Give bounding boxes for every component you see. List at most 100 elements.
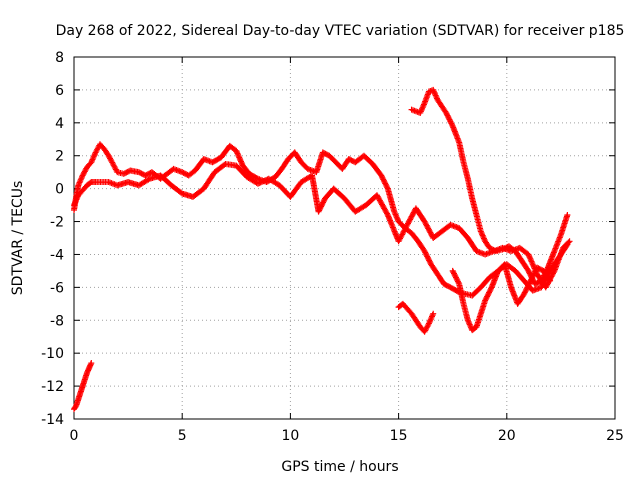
data-point <box>452 273 459 280</box>
series-3 <box>408 86 571 288</box>
x-axis-label: GPS time / hours <box>281 459 398 475</box>
y-tick-label: -8 <box>50 313 64 329</box>
data-point <box>451 271 458 278</box>
data-point <box>450 270 457 277</box>
data-point <box>445 113 452 120</box>
y-tick-label: -14 <box>41 412 64 428</box>
data-point <box>378 173 385 180</box>
data-point <box>423 252 430 259</box>
x-tick-label: 0 <box>70 428 79 444</box>
y-tick-label: 2 <box>55 149 64 165</box>
data-point <box>455 279 462 286</box>
chart-title: Day 268 of 2022, Sidereal Day-to-day VTE… <box>56 23 625 39</box>
data-point <box>445 115 452 122</box>
data-point <box>530 272 537 279</box>
data-point <box>380 176 387 183</box>
data-point <box>421 248 428 255</box>
data-point <box>484 293 491 300</box>
data-point <box>454 278 461 285</box>
data-point <box>258 178 265 185</box>
data-point <box>256 180 263 187</box>
data-point <box>260 178 267 185</box>
data-point <box>525 283 532 290</box>
data-point <box>486 288 493 295</box>
data-point <box>523 285 530 292</box>
data-point <box>544 265 551 272</box>
data-point <box>566 238 573 245</box>
data-point <box>319 200 326 207</box>
grid <box>73 56 616 420</box>
y-tick-label: -4 <box>50 247 64 263</box>
data-point <box>318 203 325 210</box>
data-point <box>486 289 493 296</box>
data-point <box>531 269 538 276</box>
y-tick-label: 0 <box>55 182 64 198</box>
data-point <box>257 179 264 186</box>
data-point <box>430 310 437 317</box>
data-point <box>526 280 533 287</box>
data-point <box>422 250 429 257</box>
y-tick-label: -10 <box>41 346 64 362</box>
data-point <box>487 286 494 293</box>
data-point <box>443 109 450 116</box>
series-4 <box>395 261 554 335</box>
data-point <box>521 290 528 297</box>
y-tick-label: 4 <box>55 116 64 132</box>
data-point <box>526 269 533 276</box>
data-point <box>448 120 455 127</box>
data-point <box>444 112 451 119</box>
data-point <box>532 268 539 275</box>
data-point <box>316 206 323 213</box>
data-point <box>528 275 535 282</box>
series-2 <box>71 160 573 291</box>
data-point <box>482 296 489 303</box>
data-point <box>320 199 327 206</box>
data-point <box>539 275 546 282</box>
data-point <box>484 292 491 299</box>
data-point <box>453 275 460 282</box>
data-point <box>485 290 492 297</box>
data-point <box>538 277 545 284</box>
y-tick-label: 8 <box>55 50 64 66</box>
data-point <box>525 267 532 274</box>
data-point <box>254 180 261 187</box>
data-point <box>488 285 495 292</box>
data-point <box>449 267 456 274</box>
data-point <box>529 273 536 280</box>
data-point <box>539 276 546 283</box>
data-point <box>426 257 433 264</box>
data-point <box>564 211 571 218</box>
data-point <box>454 277 461 284</box>
data-point <box>261 177 268 184</box>
plot-frame <box>73 56 616 420</box>
data-point <box>317 204 324 211</box>
data-point <box>524 284 531 291</box>
x-tick-label: 10 <box>281 428 299 444</box>
data-point <box>450 269 457 276</box>
data-point <box>378 172 385 179</box>
data-point <box>426 258 433 265</box>
data-point <box>526 270 533 277</box>
data-points <box>71 86 573 413</box>
data-point <box>527 277 534 284</box>
data-point <box>546 276 553 283</box>
data-point <box>379 175 386 182</box>
data-point <box>550 269 557 276</box>
y-tick-label: 6 <box>55 83 64 99</box>
data-point <box>547 277 554 284</box>
data-point <box>521 289 528 296</box>
data-point <box>384 184 391 191</box>
data-point <box>422 249 429 256</box>
data-point <box>528 276 535 283</box>
data-point <box>383 183 390 190</box>
data-point <box>425 321 432 328</box>
data-point <box>525 281 532 288</box>
data-point <box>447 119 454 126</box>
data-point <box>449 121 456 128</box>
data-point <box>482 297 489 304</box>
data-point <box>382 181 389 188</box>
data-point <box>315 208 322 215</box>
x-tick-label: 15 <box>390 428 408 444</box>
data-point <box>382 180 389 187</box>
